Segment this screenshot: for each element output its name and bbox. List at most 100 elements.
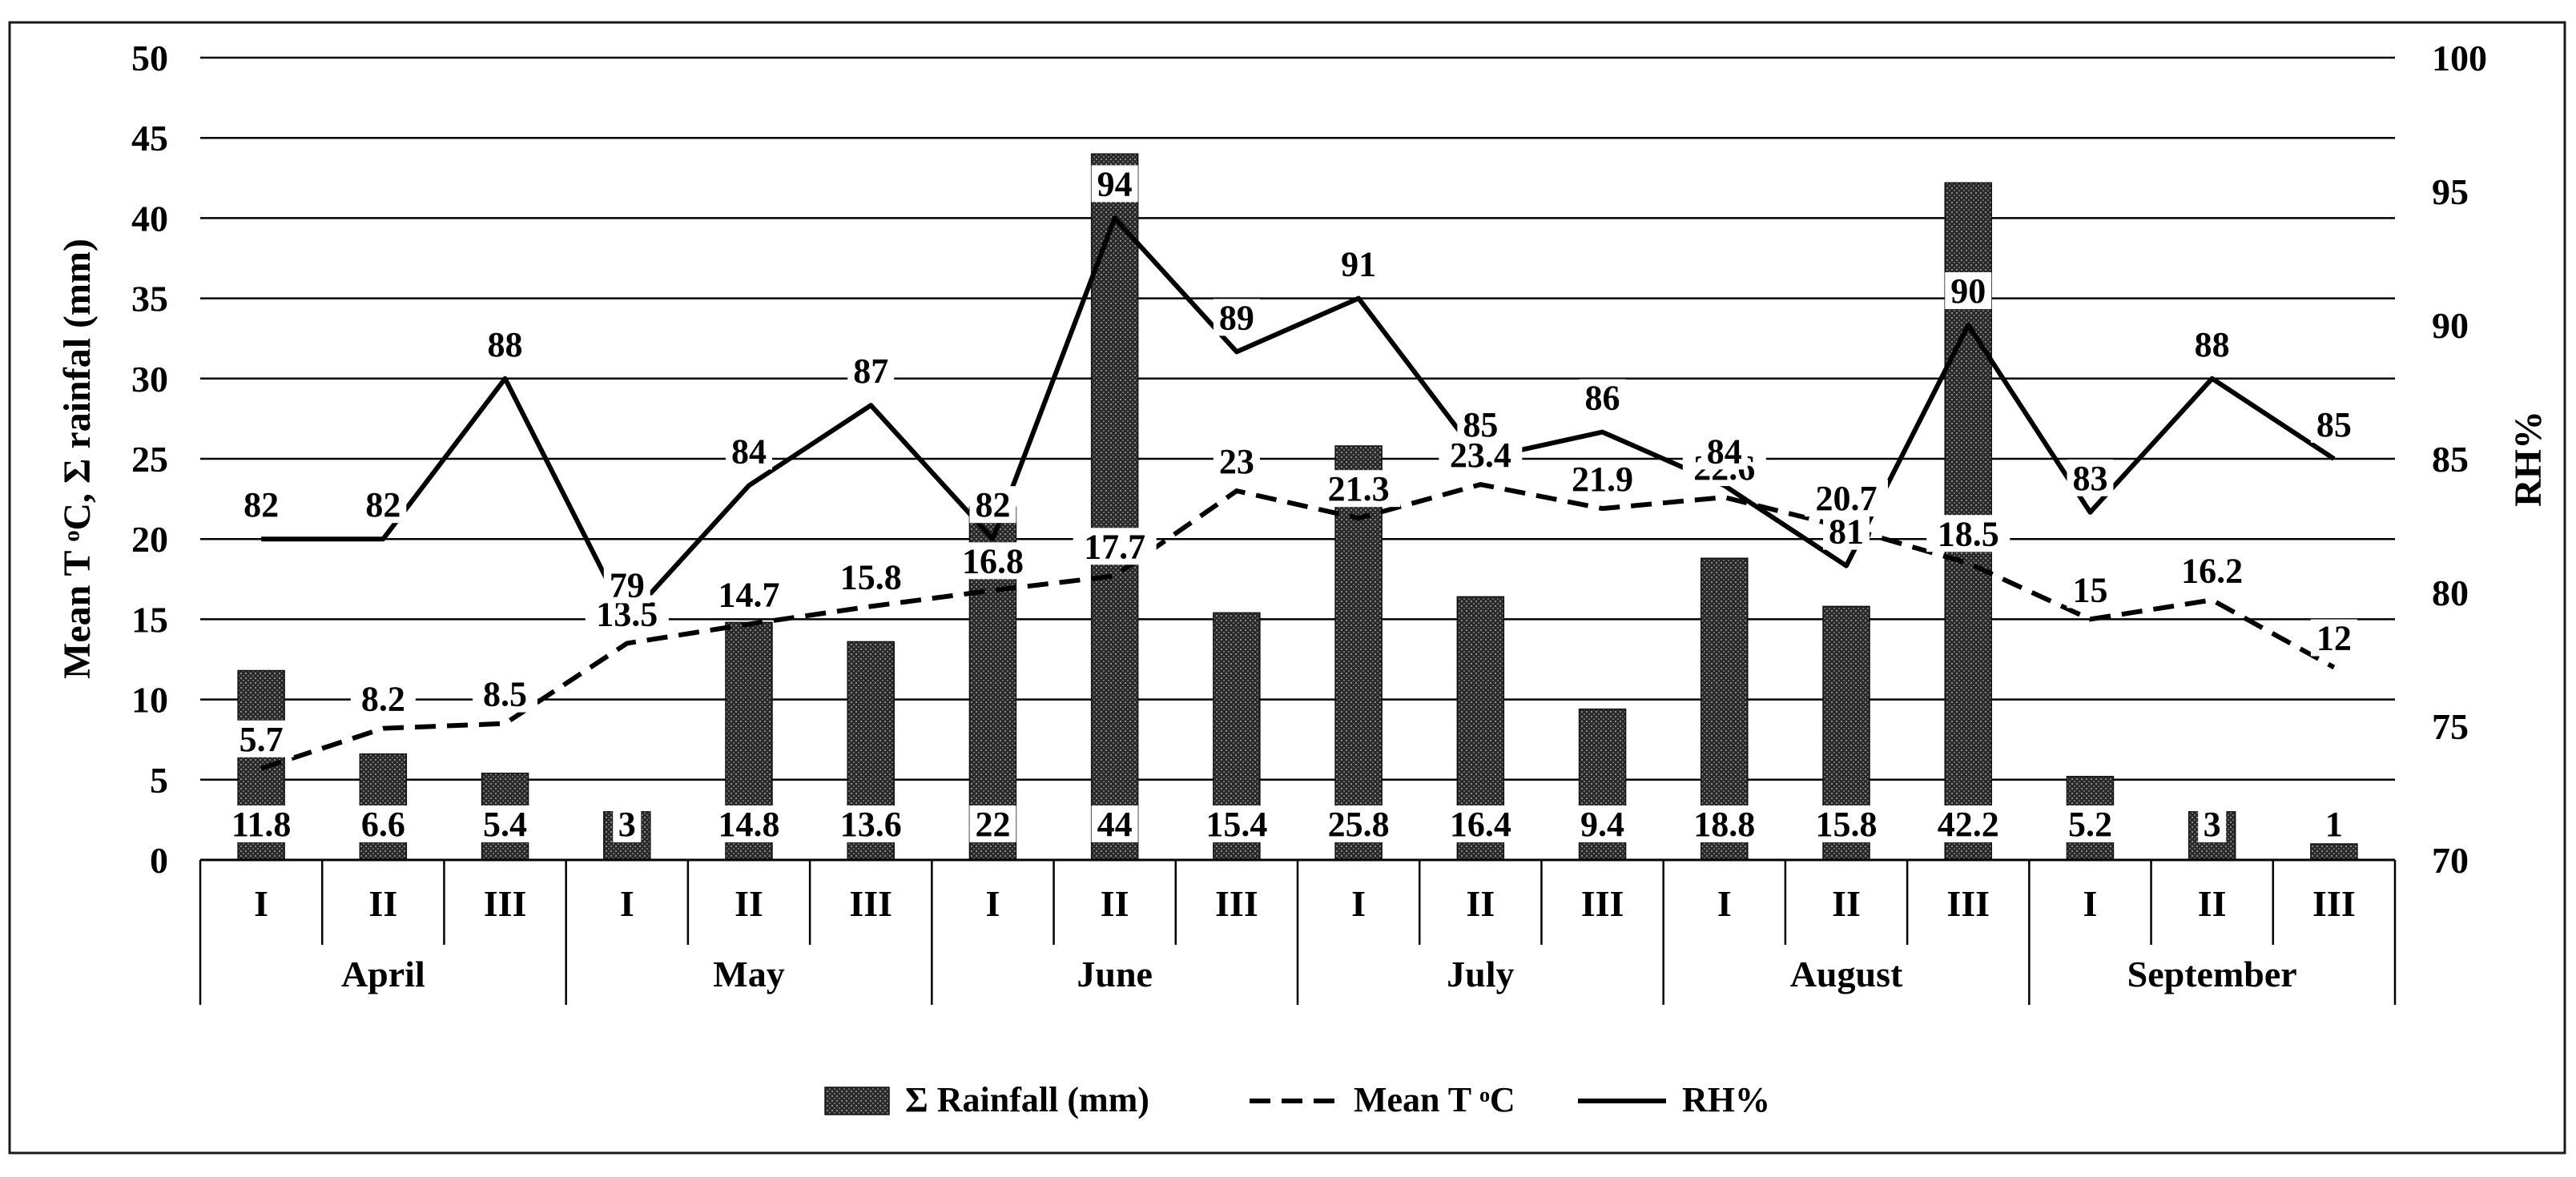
rh-value-label-group: 84 — [1701, 432, 1748, 471]
rh-value-label: 83 — [2072, 459, 2107, 498]
month-label: September — [2127, 954, 2297, 994]
temp-value-label-group: 8.5 — [473, 675, 538, 714]
rainfall-value-label-bg — [829, 805, 913, 842]
temp-value-label-bg — [1926, 515, 2010, 552]
rh-value-label: 86 — [1585, 379, 1620, 418]
temp-value-label-bg — [829, 558, 913, 596]
temp-value-label: 12 — [2316, 619, 2352, 658]
rainfall-value-label-bg — [350, 805, 416, 842]
temp-value-label-group: 16.8 — [951, 541, 1035, 580]
y-tick-label: 40 — [131, 198, 168, 239]
rh-value-label-bg — [2310, 406, 2357, 443]
rainfall-value-label: 11.8 — [231, 805, 292, 844]
category-label: III — [1215, 883, 1258, 924]
category-label: II — [735, 883, 763, 924]
rainfall-value-label: 15.4 — [1205, 805, 1267, 844]
rh-value-label-group: 91 — [1335, 245, 1383, 284]
rainfall-value-label-group: 22 — [969, 805, 1016, 844]
rainfall-value-label: 6.6 — [361, 805, 405, 844]
temp-value-label-group: 18.5 — [1926, 514, 2010, 553]
rainfall-value-label: 3 — [618, 805, 636, 844]
rh-value-label-bg — [238, 486, 285, 524]
temp-value-label-group: 5.7 — [228, 720, 294, 759]
rainfall-value-label: 42.2 — [1938, 805, 1999, 844]
temp-value-label-bg — [350, 680, 416, 717]
temp-value-label-group: 21.3 — [1317, 469, 1401, 508]
y-tick-label: 0 — [150, 840, 168, 881]
rainfall-value-label: 16.4 — [1450, 805, 1511, 844]
rainfall-bar — [1090, 153, 1139, 861]
month-label: August — [1790, 954, 1903, 994]
legend-rainfall-swatch — [824, 1087, 890, 1115]
rh-value-label: 82 — [975, 485, 1010, 524]
temp-value-label-bg — [1073, 528, 1157, 565]
rh-value-label: 81 — [1829, 512, 1864, 552]
rainfall-value-label-group: 42.2 — [1926, 805, 2010, 844]
temp-value-label-group: 15.8 — [829, 557, 913, 597]
mean-temp-line — [260, 481, 2336, 771]
rh-value-label-bg — [481, 325, 529, 363]
rainfall-value-label-group: 5.2 — [2057, 805, 2123, 844]
temp-value-label-group: 21.9 — [1560, 460, 1644, 499]
rainfall-value-label-bg — [1439, 805, 1523, 842]
y2-axis-title: RH% — [2507, 411, 2550, 507]
rh-value-label-group: 94 — [1091, 164, 1138, 203]
temp-value-label-bg — [951, 542, 1035, 580]
month-label: June — [1077, 954, 1153, 994]
temp-value-label-bg — [1560, 460, 1644, 498]
rh-value-label-bg — [1457, 406, 1504, 443]
rainfall-bar — [1334, 445, 1383, 861]
rh-value-label-group: 90 — [1945, 271, 1992, 311]
rh-value-label-bg — [2188, 325, 2236, 363]
temp-value-label-group: 23 — [1213, 442, 1260, 481]
rh-value-label-group: 81 — [1823, 512, 1870, 552]
month-label: April — [341, 954, 425, 994]
rainfall-value-label-bg — [2320, 805, 2349, 842]
month-label: July — [1447, 954, 1514, 994]
temp-value-label-bg — [1805, 480, 1888, 517]
temp-value-label-bg — [707, 576, 791, 613]
legend-temp-label: Mean T ᵒC — [1354, 1080, 1515, 1119]
category-label: I — [1717, 883, 1732, 924]
rainfall-value-label: 5.4 — [483, 805, 527, 844]
rainfall-value-label: 22 — [975, 805, 1010, 844]
legend-rainfall-label: Σ Rainfall (mm) — [905, 1080, 1149, 1119]
rainfall-value-label-group: 9.4 — [1570, 805, 1636, 844]
rainfall-value-label: 13.6 — [840, 805, 902, 844]
rh-value-label-group: 86 — [1579, 379, 1626, 418]
temp-value-label: 23 — [1219, 442, 1254, 481]
rh-value-label-bg — [1945, 272, 1992, 309]
rh-value-label-bg — [847, 352, 895, 390]
rh-value-label-group: 88 — [481, 325, 529, 364]
rainfall-value-label-bg — [969, 805, 1016, 842]
temp-value-label: 15.8 — [840, 557, 902, 597]
temp-value-label: 16.8 — [962, 541, 1024, 580]
rainfall-value-label-group: 3 — [613, 805, 642, 844]
rainfall-value-label-bg — [707, 805, 791, 842]
temp-value-label: 17.7 — [1084, 527, 1145, 566]
y2-tick-label: 90 — [2432, 305, 2469, 346]
rainfall-value-label-group: 14.8 — [707, 805, 791, 844]
rh-value-label: 82 — [365, 485, 400, 524]
rainfall-value-label-group: 18.8 — [1682, 805, 1766, 844]
rainfall-value-label-group: 11.8 — [219, 805, 304, 844]
rainfall-value-label-bg — [613, 805, 642, 842]
rh-value-label-bg — [1091, 165, 1138, 203]
rh-value-label-bg — [1579, 379, 1626, 416]
rh-value-label-group: 88 — [2188, 325, 2236, 364]
rh-value-label-bg — [603, 566, 650, 604]
rainfall-value-label-bg — [1317, 805, 1401, 842]
category-label: III — [1581, 883, 1624, 924]
rh-value-label-group: 83 — [2067, 459, 2114, 498]
temp-value-label: 21.9 — [1572, 460, 1633, 499]
rainfall-value-label-group: 44 — [1091, 805, 1138, 844]
temp-value-label-bg — [228, 720, 294, 757]
y-tick-label: 35 — [131, 279, 168, 319]
rh-value-label-group: 89 — [1213, 298, 1260, 337]
rh-value-label: 88 — [2195, 325, 2230, 364]
rh-value-label-bg — [969, 486, 1016, 524]
rh-value-label: 88 — [488, 325, 523, 364]
temp-value-label-group: 15 — [2067, 570, 2114, 609]
rh-value-label-bg — [1701, 432, 1748, 470]
y-tick-label: 5 — [150, 760, 168, 801]
